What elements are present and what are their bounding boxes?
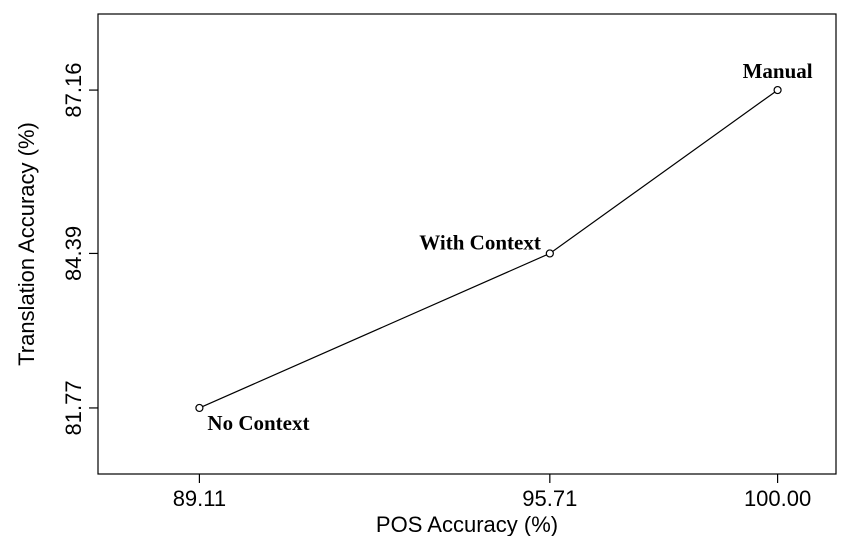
x-tick-label: 89.11	[173, 486, 226, 511]
y-tick-label: 81.77	[61, 380, 86, 435]
data-point	[195, 403, 204, 413]
x-tick-label: 100.00	[744, 486, 811, 511]
point-label: With Context	[419, 230, 541, 254]
y-tick-label: 87.16	[61, 63, 86, 118]
plot-frame	[97, 13, 837, 475]
data-point	[545, 249, 554, 258]
x-axis: 89.11 95.71 100.00	[173, 474, 811, 511]
point-label: Manual	[743, 59, 813, 83]
x-tick-label: 95.71	[522, 486, 577, 511]
data-point	[773, 85, 782, 95]
y-axis: 81.77 84.39 87.16	[61, 63, 98, 435]
y-tick-label: 84.39	[61, 226, 86, 281]
point-label: No Context	[207, 411, 309, 435]
y-axis-title: Translation Accuracy (%)	[14, 122, 39, 366]
series-group: No Context With Context Manual	[195, 59, 813, 435]
x-axis-title: POS Accuracy (%)	[376, 512, 558, 536]
